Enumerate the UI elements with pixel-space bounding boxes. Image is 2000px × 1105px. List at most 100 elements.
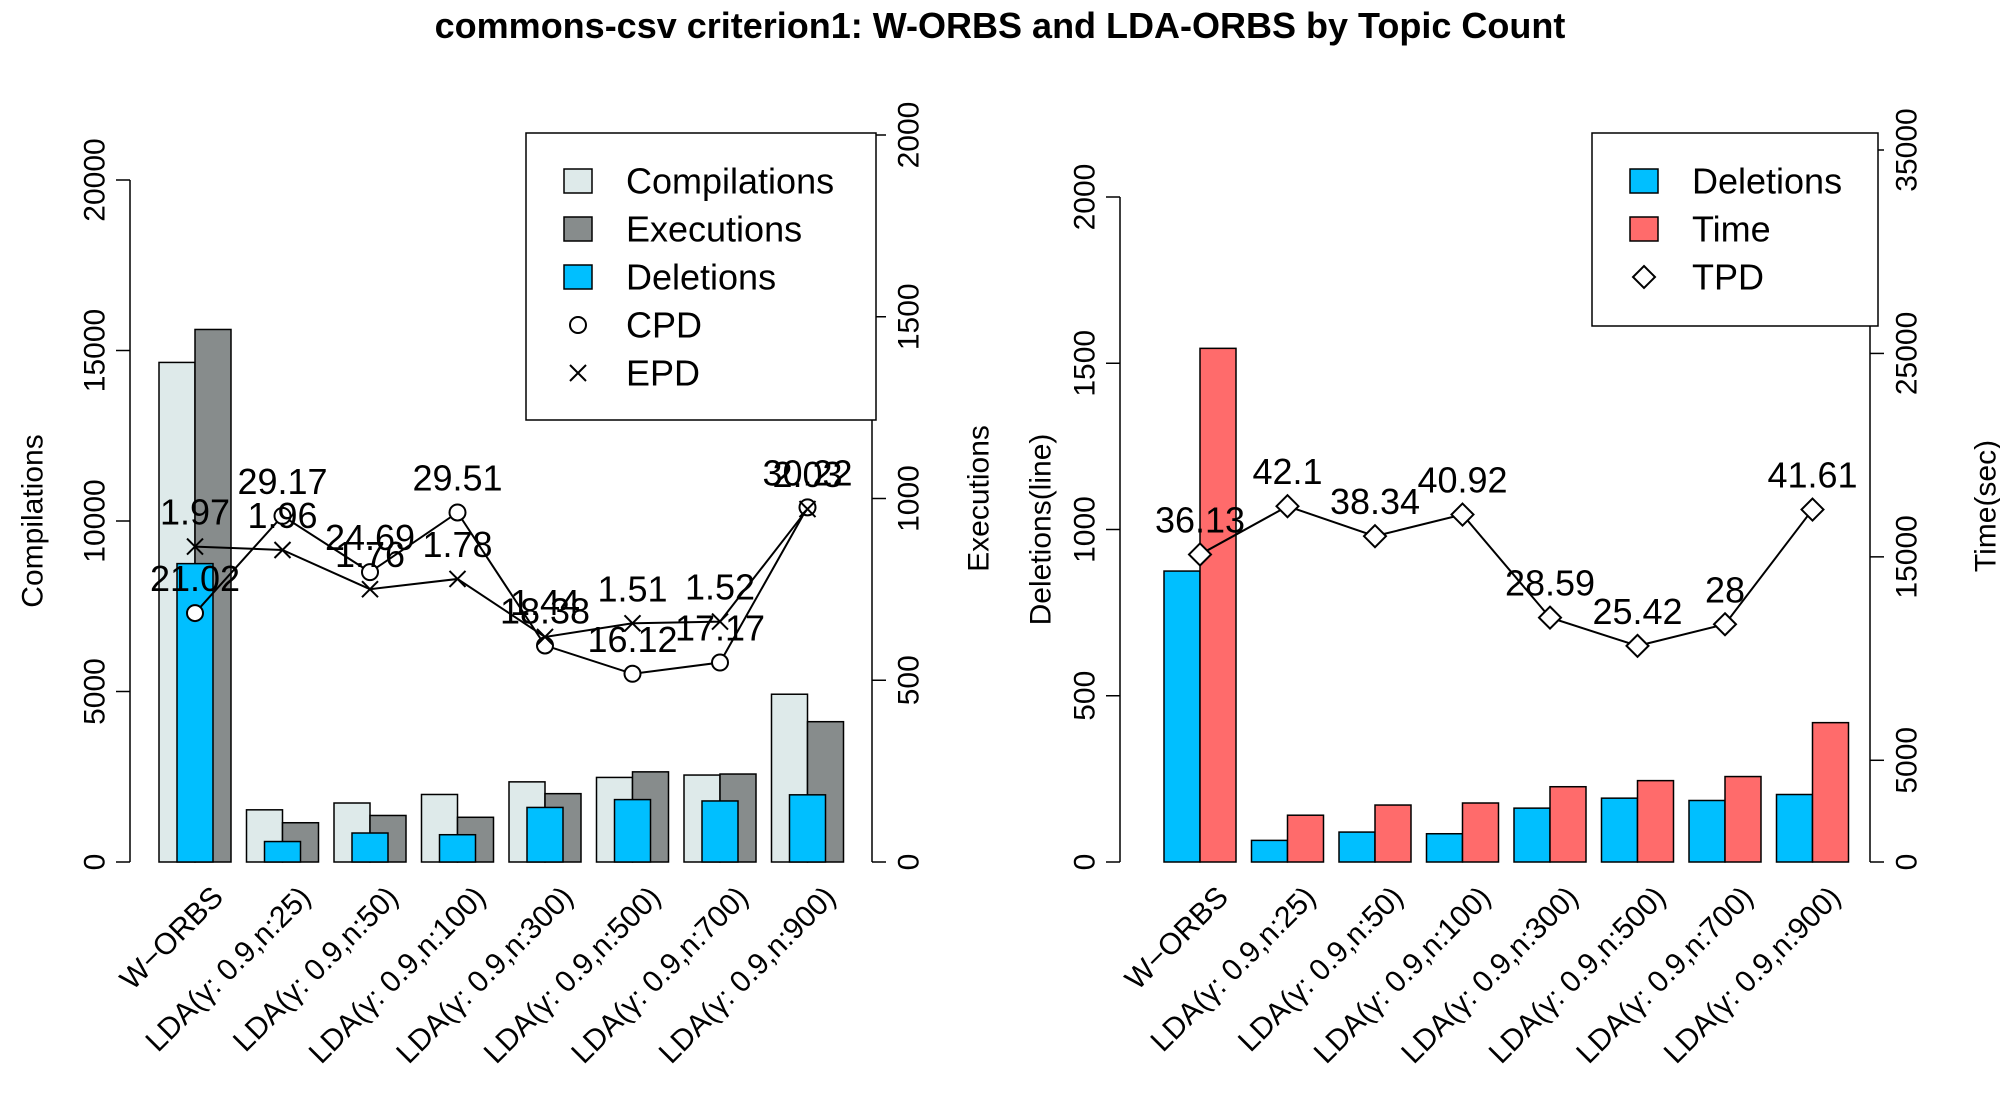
y-axis-left: 0 5000 10000 15000 20000 Compilations (17, 138, 131, 870)
legend-swatch-left-2 (564, 265, 592, 289)
data-label-left-epd-0: 1.97 (160, 492, 230, 533)
legend-label-right-0: Deletions (1692, 161, 1842, 202)
data-label-left-epd-7: 2.03 (772, 454, 842, 495)
y-tick-label-right-3: 1500 (1069, 330, 1102, 397)
legend-label-left-1: Executions (626, 209, 802, 250)
marker-right-tpd-6 (1714, 613, 1736, 635)
data-label-left-cpd-6: 17.17 (675, 608, 765, 649)
legend-swatch-right-1 (1630, 217, 1658, 241)
data-label-right-tpd-7: 41.61 (1767, 455, 1857, 496)
bar-left-deletions-6 (702, 801, 738, 862)
y-tick-label-left-3: 15000 (79, 309, 112, 392)
bar-right-time-0 (1200, 348, 1236, 862)
bar-right-deletions-6 (1689, 800, 1725, 862)
legend-label-left-4: EPD (626, 353, 700, 394)
legend-marker-left-3 (570, 317, 586, 333)
marker-left-cpd-7 (800, 499, 816, 515)
bar-left-deletions-3 (440, 835, 476, 862)
bar-right-time-2 (1375, 805, 1411, 862)
data-label-left-epd-2: 1.76 (335, 534, 405, 575)
bar-left-deletions-4 (527, 807, 563, 862)
data-label-right-tpd-1: 42.1 (1252, 451, 1322, 492)
marker-right-tpd-1 (1277, 495, 1299, 517)
x-tick-label-right-2: LDA(γ: 0.9,n:50) (1232, 880, 1410, 1058)
bar-left-deletions-2 (352, 833, 388, 862)
y-tick-label-right-0: 0 (1069, 854, 1102, 871)
marker-right-tpd-5 (1627, 635, 1649, 657)
bar-right-time-6 (1725, 777, 1761, 862)
y-axis-label-right: Deletions(line) (1025, 434, 1058, 626)
data-label-right-tpd-4: 28.59 (1505, 563, 1595, 604)
y2-tick-label-left-1: 500 (893, 655, 926, 705)
y-tick-label-left-1: 5000 (79, 658, 112, 725)
data-label-left-cpd-5: 16.12 (587, 619, 677, 660)
data-label-left-cpd-0: 21.02 (150, 558, 240, 599)
legend-right: Deletions Time TPD (1592, 133, 1878, 326)
y2-tick-label-right-0: 0 (1891, 854, 1924, 871)
y2-tick-label-right-3: 25000 (1891, 312, 1924, 395)
chart-title: commons-csv criterion1: W-ORBS and LDA-O… (435, 5, 1566, 46)
panel-left: 21.0229.1724.6929.5118.3816.1217.1730.22… (17, 102, 996, 1070)
bar-right-time-4 (1550, 787, 1586, 862)
y2-tick-label-left-3: 1500 (893, 283, 926, 350)
y-axis-label-left: Compilations (17, 434, 50, 607)
data-label-left-epd-1: 1.96 (247, 495, 317, 536)
data-label-right-tpd-0: 36.13 (1155, 499, 1245, 540)
x-tick-label-left-1: LDA(γ: 0.9,n:25) (140, 880, 318, 1058)
legend-label-right-2: TPD (1692, 257, 1764, 298)
bar-right-deletions-5 (1602, 798, 1638, 862)
y-tick-label-right-2: 1000 (1069, 496, 1102, 563)
marker-right-tpd-2 (1364, 525, 1386, 547)
marker-left-cpd-4 (537, 637, 553, 653)
bar-left-deletions-1 (265, 842, 301, 862)
y2-tick-label-right-4: 35000 (1891, 108, 1924, 191)
y2-tick-label-right-1: 5000 (1891, 727, 1924, 794)
legend-label-left-2: Deletions (626, 257, 776, 298)
legend-swatch-left-0 (564, 169, 592, 193)
bar-right-time-7 (1813, 723, 1849, 862)
y-tick-label-left-4: 20000 (79, 138, 112, 221)
data-label-right-tpd-2: 38.34 (1330, 481, 1420, 522)
y2-axis-label-left: Executions (963, 425, 996, 572)
legend-swatch-right-0 (1630, 169, 1658, 193)
bar-right-time-3 (1463, 803, 1499, 862)
legend-label-right-1: Time (1692, 209, 1771, 250)
y2-tick-label-left-2: 1000 (893, 465, 926, 532)
marker-left-cpd-6 (712, 655, 728, 671)
data-label-right-tpd-6: 28 (1705, 569, 1745, 610)
bar-right-deletions-7 (1777, 795, 1813, 862)
bar-right-deletions-2 (1339, 832, 1375, 862)
data-label-left-cpd-3: 29.51 (412, 457, 502, 498)
y-tick-label-right-1: 500 (1069, 671, 1102, 721)
data-label-left-epd-4: 1.44 (510, 582, 580, 623)
bar-right-time-1 (1288, 815, 1324, 862)
y-tick-label-right-4: 2000 (1069, 164, 1102, 231)
legend-left: Compilations Executions Deletions CPD EPD (526, 133, 876, 420)
marker-left-cpd-0 (187, 605, 203, 621)
y2-tick-label-left-0: 0 (893, 854, 926, 871)
panel-right: 36.1342.138.3440.9228.5925.422841.610500… (1025, 108, 2000, 1070)
bar-right-deletions-4 (1514, 808, 1550, 862)
bar-right-time-5 (1638, 781, 1674, 862)
legend-swatch-left-1 (564, 217, 592, 241)
bar-right-deletions-1 (1252, 840, 1288, 862)
marker-left-cpd-3 (450, 504, 466, 520)
data-label-left-epd-3: 1.78 (422, 524, 492, 565)
data-label-right-tpd-5: 25.42 (1592, 591, 1682, 632)
y2-axis-left: 0 500 1000 1500 2000 Executions (872, 102, 996, 871)
legend-label-left-3: CPD (626, 305, 702, 346)
x-tick-label-right-1: LDA(γ: 0.9,n:25) (1145, 880, 1323, 1058)
y-tick-label-left-2: 10000 (79, 479, 112, 562)
bar-left-deletions-5 (615, 800, 651, 862)
x-tick-label-left-2: LDA(γ: 0.9,n:50) (227, 880, 405, 1058)
legend-label-left-0: Compilations (626, 161, 834, 202)
y-axis-right: 0 500 1000 1500 2000 Deletions(line) (1025, 164, 1121, 871)
y2-tick-label-right-2: 15000 (1891, 515, 1924, 598)
y-tick-label-left-0: 0 (79, 854, 112, 871)
data-label-left-epd-5: 1.51 (597, 568, 667, 609)
y2-tick-label-left-4: 2000 (893, 102, 926, 169)
